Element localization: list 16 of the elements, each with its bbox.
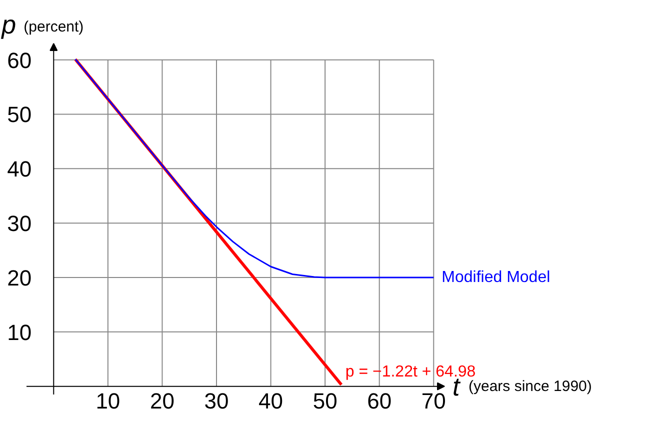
x-tick-label: 60 [367,388,392,414]
x-tick-label: 50 [312,388,338,414]
y-axis-title: p (percent) [0,10,84,40]
x-tick-label: 70 [421,388,446,414]
line-series [74,58,434,278]
y-tick-label: 50 [7,102,32,128]
y-tick-label: 40 [7,156,32,182]
x-tick-label: 10 [96,388,120,414]
y-tick-label: 30 [7,211,32,236]
x-tick-label: 40 [258,388,284,414]
series-label: Modified Model [442,269,550,286]
y-tick-label: 10 [7,320,32,345]
y-tick-label: 60 [7,48,32,73]
y-tick-label: 20 [7,266,32,290]
x-tick-label: 30 [204,388,229,414]
x-tick-label: 20 [150,388,174,414]
